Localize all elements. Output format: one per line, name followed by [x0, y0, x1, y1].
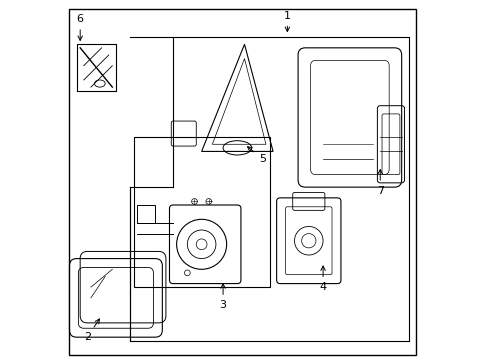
- Bar: [134, 137, 269, 287]
- Text: 6: 6: [77, 14, 83, 40]
- Text: 1: 1: [284, 11, 290, 31]
- Text: 3: 3: [219, 284, 226, 310]
- Text: 2: 2: [83, 319, 99, 342]
- Text: 7: 7: [376, 170, 383, 196]
- Text: 5: 5: [247, 147, 265, 163]
- Text: 4: 4: [319, 266, 326, 292]
